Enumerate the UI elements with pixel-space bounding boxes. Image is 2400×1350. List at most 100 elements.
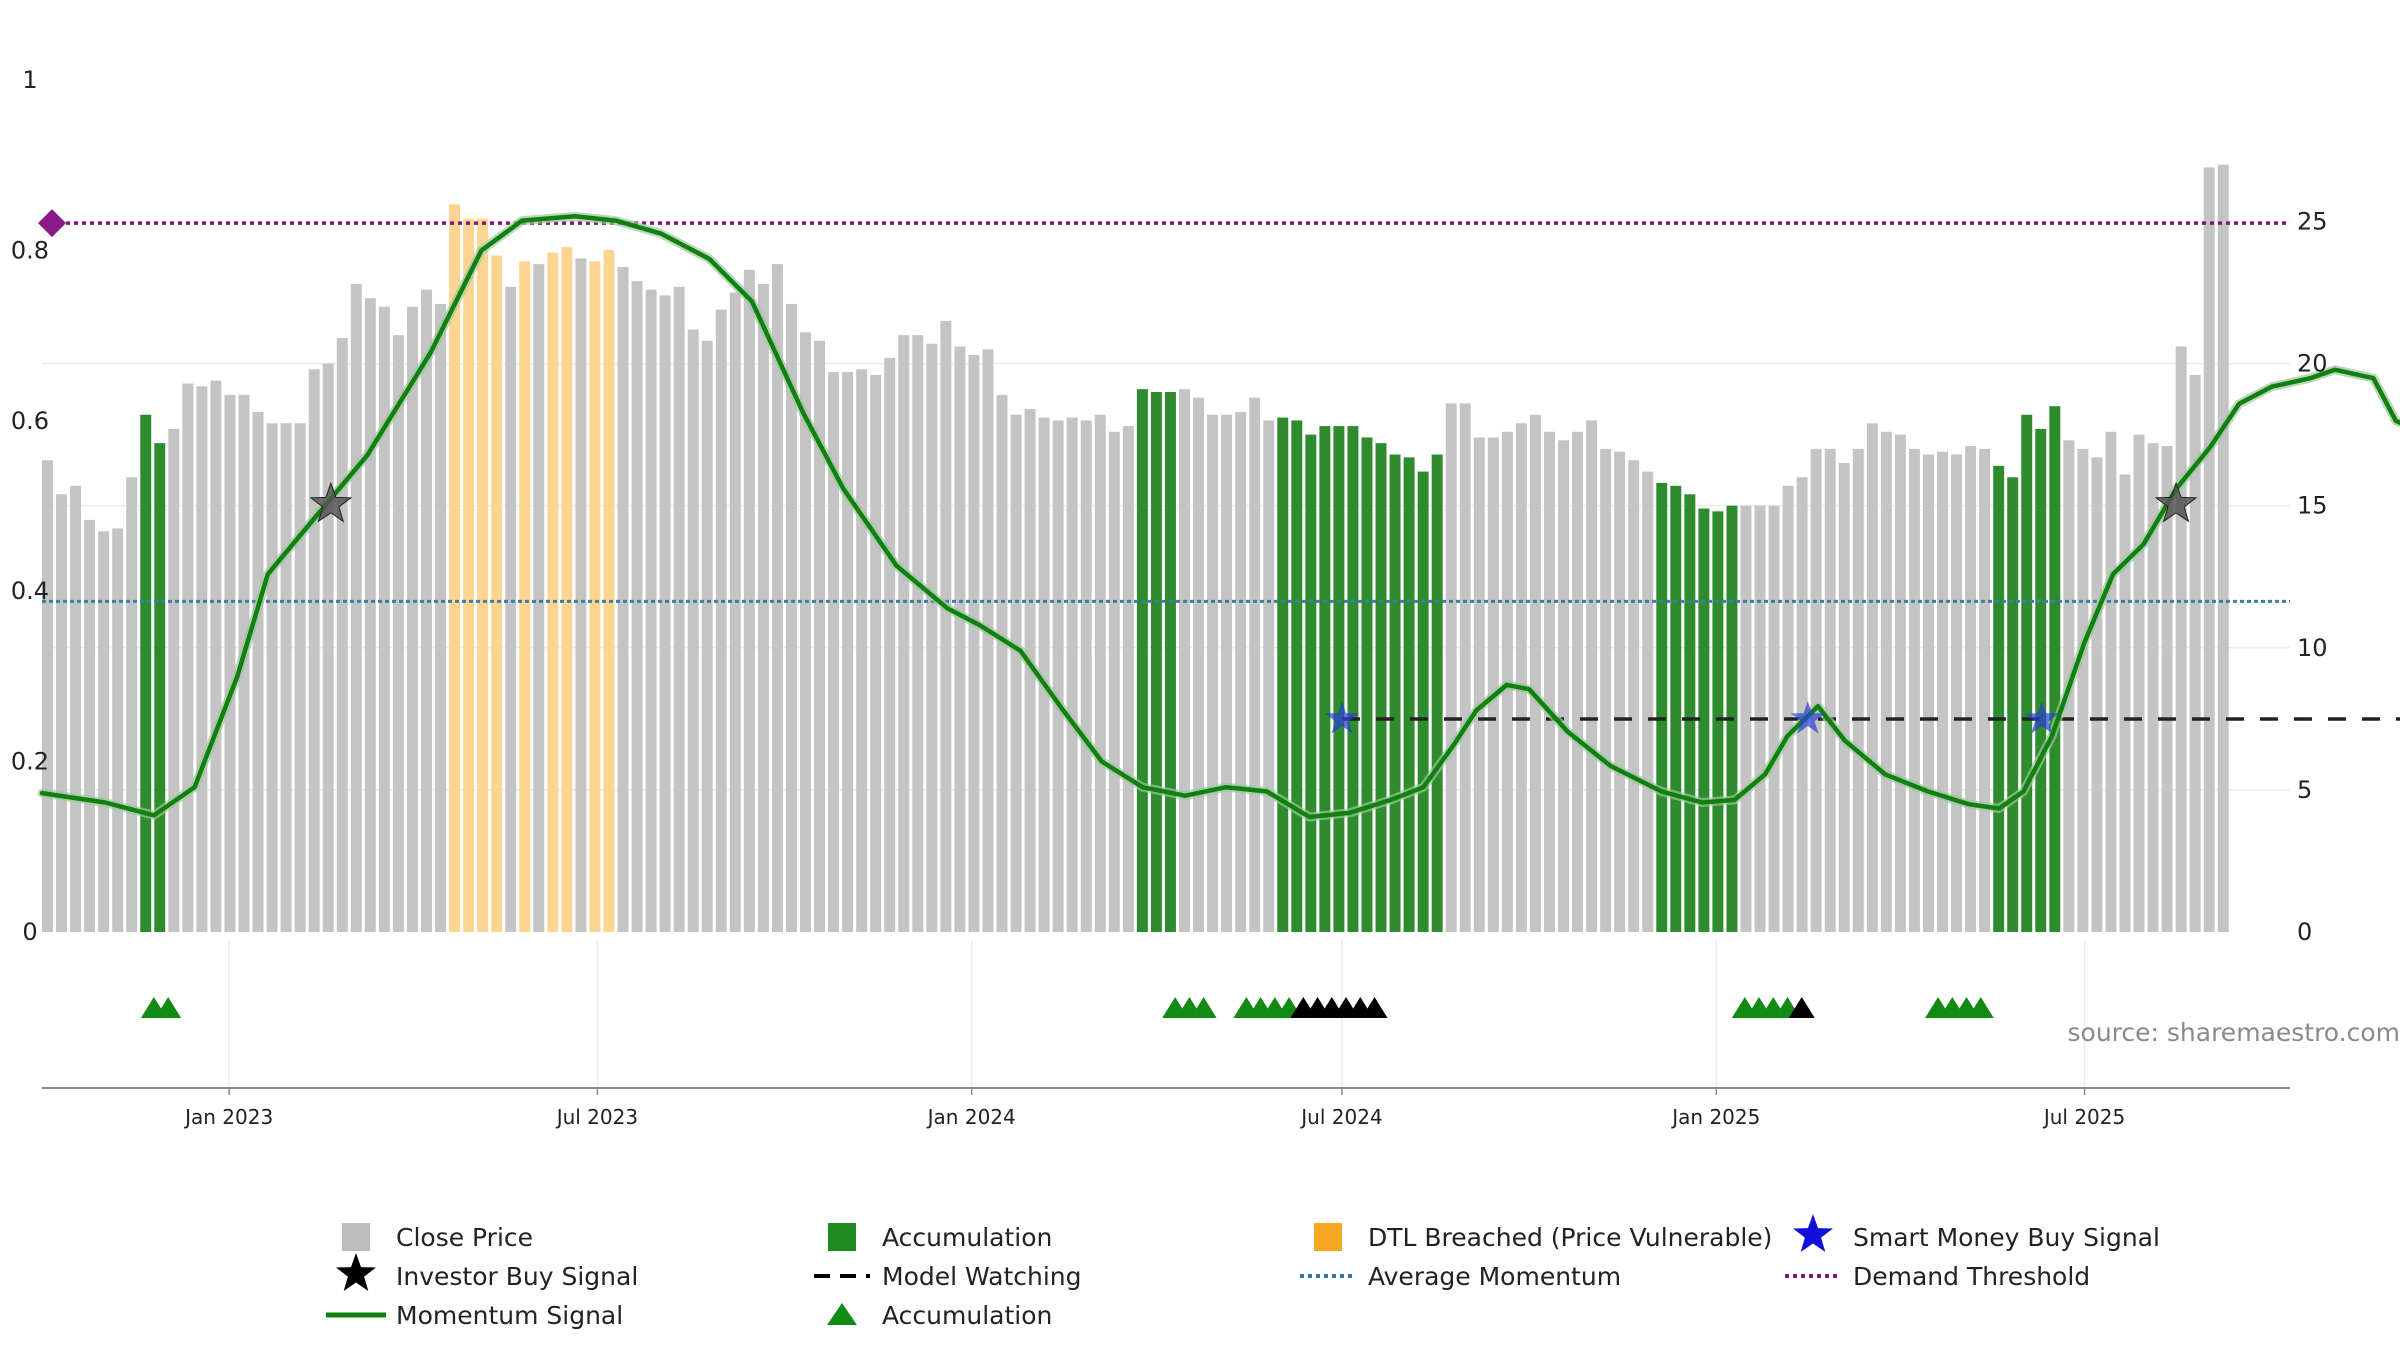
bar-price — [84, 519, 96, 932]
legend-item: Model Watching — [814, 1262, 1082, 1291]
bar-price — [1628, 460, 1640, 932]
bar-price — [1908, 448, 1920, 932]
reference-lines — [38, 209, 2400, 721]
bar-price — [98, 531, 110, 932]
bar-price — [1249, 397, 1261, 932]
bar-price — [1038, 417, 1050, 932]
bar-price — [1080, 420, 1092, 932]
legend-item: Close Price — [342, 1223, 533, 1252]
bar-accum — [1277, 417, 1289, 932]
bar-price — [2203, 167, 2215, 932]
y-left-tick-label: 0.8 — [11, 236, 49, 264]
legend-swatch — [1314, 1223, 1342, 1251]
bar-price — [1586, 420, 1598, 932]
legend: Close Price Accumulation DTL Breached (Pri… — [326, 1214, 2160, 1330]
price-bars — [42, 164, 2229, 933]
bar-price — [168, 428, 180, 932]
bar-price — [1094, 414, 1106, 933]
bar-dtl — [589, 261, 601, 932]
bar-price — [1263, 420, 1275, 932]
bar-dtl — [491, 255, 503, 932]
bar-price — [912, 335, 924, 932]
bar-accum — [1305, 434, 1317, 932]
bar-price — [1894, 434, 1906, 932]
legend-item: Smart Money Buy Signal — [1793, 1214, 2160, 1252]
triangle-green — [1190, 997, 1217, 1018]
legend-item: Average Momentum — [1300, 1262, 1621, 1291]
bar-accum — [1403, 457, 1415, 932]
investor-buy-star — [2154, 481, 2198, 523]
triangle-green — [1967, 997, 1994, 1018]
bar-accum — [1347, 426, 1359, 932]
bar-price — [785, 303, 797, 932]
bar-price — [350, 284, 362, 932]
bar-price — [842, 372, 854, 933]
bar-price — [645, 289, 657, 932]
bar-price — [2105, 431, 2117, 932]
bar-price — [322, 363, 334, 932]
bar-price — [996, 394, 1008, 932]
bar-price — [1965, 446, 1977, 932]
legend-item: DTL Breached (Price Vulnerable) — [1314, 1223, 1772, 1252]
demand-threshold-marker — [38, 209, 66, 238]
bar-price — [1122, 426, 1134, 932]
bar-price — [2175, 346, 2187, 932]
bar-price — [828, 372, 840, 933]
bar-price — [729, 292, 741, 932]
source-label: source: sharemaestro.com — [2068, 1018, 2400, 1047]
bar-price — [1642, 471, 1654, 932]
axes: Jan 2023 Jul 2023 Jan 2024 Jul 2024 Jan 2025… — [11, 66, 2328, 1129]
bar-price — [1979, 448, 1991, 932]
triangle-black — [1788, 997, 1815, 1018]
bar-price — [1179, 389, 1190, 932]
bar-price — [308, 369, 320, 932]
bar-accum — [1333, 426, 1345, 932]
bar-price — [617, 266, 629, 932]
bar-price — [673, 286, 685, 932]
bar-price — [870, 374, 882, 932]
bar-price — [1052, 420, 1064, 932]
bar-price — [1600, 448, 1612, 932]
bar-price — [196, 386, 208, 932]
bar-price — [280, 423, 292, 932]
bar-price — [252, 411, 264, 932]
bar-price — [687, 329, 699, 932]
bar-accum — [1136, 389, 1148, 932]
legend-label: Model Watching — [882, 1262, 1082, 1291]
bar-price — [2133, 434, 2145, 932]
bar-accum — [1670, 485, 1682, 932]
bar-price — [1880, 431, 1892, 932]
bar-price — [435, 303, 446, 932]
bar-dtl — [449, 204, 461, 933]
bar-price — [1558, 440, 1569, 932]
legend-swatch — [342, 1223, 370, 1251]
x-tick-label: Jul 2024 — [1299, 1105, 1382, 1129]
bar-price — [182, 383, 194, 932]
legend-star — [336, 1253, 376, 1291]
bar-price — [210, 380, 222, 932]
bar-accum — [2049, 406, 2061, 932]
legend-item: Investor Buy Signal — [336, 1253, 638, 1291]
bar-price — [575, 258, 587, 933]
bar-price — [2077, 448, 2089, 932]
x-tick-label: Jul 2023 — [555, 1105, 638, 1129]
bar-price — [715, 309, 727, 932]
bar-price — [1108, 431, 1120, 932]
y-right-tick-label: 20 — [2297, 350, 2328, 378]
bar-price — [1866, 423, 1878, 932]
bar-price — [294, 423, 306, 932]
bar-price — [1221, 414, 1233, 933]
legend-star — [1793, 1214, 1833, 1252]
accumulation-triangles — [140, 997, 1994, 1018]
legend-label: Smart Money Buy Signal — [1853, 1223, 2160, 1252]
bar-accum — [1375, 443, 1387, 932]
legend-label: DTL Breached (Price Vulnerable) — [1368, 1223, 1772, 1252]
legend-label: Close Price — [396, 1223, 533, 1252]
bar-price — [1838, 463, 1850, 932]
bar-price — [631, 281, 643, 932]
x-tick-label: Jan 2025 — [1670, 1105, 1760, 1129]
bar-accum — [1389, 454, 1401, 932]
bar-price — [1922, 454, 1934, 932]
bar-price — [982, 349, 994, 932]
